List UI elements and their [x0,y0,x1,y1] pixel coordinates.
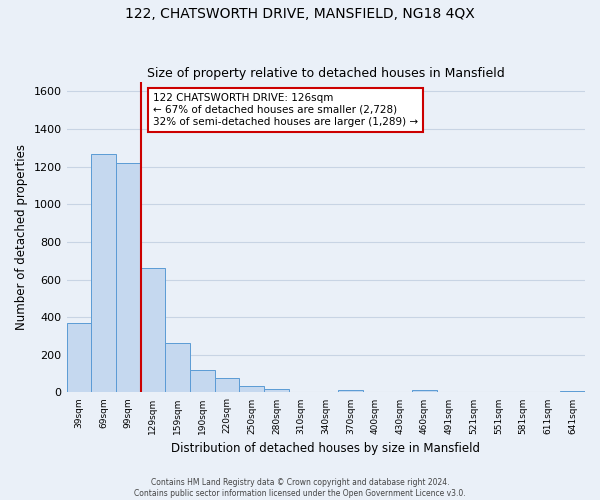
Text: Contains HM Land Registry data © Crown copyright and database right 2024.
Contai: Contains HM Land Registry data © Crown c… [134,478,466,498]
Bar [239,386,264,392]
Bar [190,370,215,392]
Bar [215,378,239,392]
Bar [91,154,116,392]
Bar [140,268,165,392]
Title: Size of property relative to detached houses in Mansfield: Size of property relative to detached ho… [147,66,505,80]
Bar [264,388,289,392]
Bar [560,390,585,392]
Bar [67,323,91,392]
Text: 122 CHATSWORTH DRIVE: 126sqm
← 67% of detached houses are smaller (2,728)
32% of: 122 CHATSWORTH DRIVE: 126sqm ← 67% of de… [153,94,418,126]
Bar [116,163,140,392]
X-axis label: Distribution of detached houses by size in Mansfield: Distribution of detached houses by size … [171,442,480,455]
Bar [165,342,190,392]
Bar [338,390,363,392]
Text: 122, CHATSWORTH DRIVE, MANSFIELD, NG18 4QX: 122, CHATSWORTH DRIVE, MANSFIELD, NG18 4… [125,8,475,22]
Y-axis label: Number of detached properties: Number of detached properties [15,144,28,330]
Bar [412,390,437,392]
